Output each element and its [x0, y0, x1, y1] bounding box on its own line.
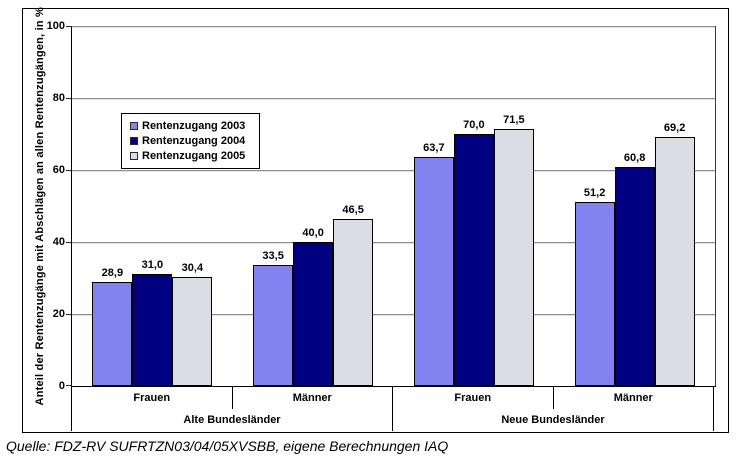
region-tier: Alte Bundesländer Neue Bundesländer	[71, 409, 714, 431]
gridline-20	[72, 314, 715, 315]
subcategory-label: Männer	[233, 387, 393, 409]
gridline-80	[72, 98, 715, 99]
bar-value-label: 31,0	[141, 259, 164, 272]
y-tick-mark	[66, 26, 72, 27]
bar: 31,0	[132, 259, 173, 386]
bar-value-label: 63,7	[423, 141, 445, 154]
gridline-100	[72, 26, 715, 27]
bar: 33,5	[253, 250, 294, 386]
bar: 71,5	[493, 114, 534, 386]
bar: 60,8	[614, 152, 655, 386]
bar-value-label: 60,8	[623, 152, 646, 165]
legend-marker	[130, 152, 138, 160]
gridline-40	[72, 242, 715, 243]
legend-label: Rentenzugang 2005	[142, 150, 246, 162]
bar-group-4: 51,2 60,8 69,2	[554, 26, 715, 386]
bar: 46,5	[333, 204, 374, 386]
bar-value-label: 69,2	[663, 121, 686, 134]
legend-item: Rentenzugang 2004	[130, 135, 245, 147]
subcategory-label: Frauen	[393, 387, 554, 409]
bar-value-label: 46,5	[342, 203, 364, 216]
plot-area: 28,9 31,0 30,4 33,5 40,0 46,5 63,7 70,0 71,5 51,2…	[66, 26, 716, 387]
legend-label: Rentenzugang 2004	[142, 135, 246, 147]
bar-group-3: 63,7 70,0 71,5	[394, 26, 555, 386]
bar-value-label: 71,5	[503, 113, 525, 126]
bar: 30,4	[172, 262, 213, 386]
bar-group-1: 28,9 31,0 30,4	[72, 26, 233, 386]
legend-label: Rentenzugang 2003	[142, 120, 246, 132]
y-tick-label: 80	[52, 92, 65, 104]
legend-marker	[130, 137, 138, 145]
legend-item: Rentenzugang 2005	[130, 150, 245, 162]
bar-value-label: 40,0	[302, 227, 324, 239]
bar-value-label: 51,2	[583, 186, 606, 199]
bar: 28,9	[92, 267, 133, 386]
y-tick-label: 20	[52, 308, 65, 320]
bar-value-label: 28,9	[101, 266, 124, 279]
legend-item: Rentenzugang 2003	[130, 120, 245, 132]
source-note: Quelle: FDZ-RV SUFRTZN03/04/05XVSBB, eig…	[6, 438, 449, 454]
gridline-60	[72, 170, 715, 171]
subcategory-label: Männer	[554, 387, 714, 409]
subcategory-label: Frauen	[71, 387, 233, 409]
bar: 40,0	[293, 227, 334, 386]
y-tick-mark	[66, 98, 72, 99]
legend-marker	[130, 122, 138, 130]
bar-value-label: 70,0	[463, 119, 485, 131]
bar-group-2: 33,5 40,0 46,5	[233, 26, 394, 386]
bars-row: 28,9 31,0 30,4 33,5 40,0 46,5 63,7 70,0 71,5 51,2…	[72, 26, 715, 386]
subcategory-tier: Frauen Männer Frauen Männer	[71, 387, 714, 409]
y-tick-mark	[66, 314, 72, 315]
bar: 69,2	[654, 122, 695, 386]
region-label: Alte Bundesländer	[71, 409, 393, 431]
y-tick-mark	[66, 242, 72, 243]
y-tick-label: 100	[46, 20, 65, 32]
bar-value-label: 30,4	[181, 261, 204, 274]
y-tick-label: 40	[52, 236, 65, 248]
y-tick-mark	[66, 170, 72, 171]
y-tick-labels: 0 20 40 60 80 100	[23, 20, 65, 392]
y-tick-label: 0	[58, 380, 65, 392]
bar: 70,0	[453, 119, 494, 386]
bar: 63,7	[413, 142, 454, 386]
legend: Rentenzugang 2003 Rentenzugang 2004 Renten…	[121, 113, 261, 169]
category-axis: Frauen Männer Frauen Männer Alte Bundesländ…	[71, 387, 714, 431]
bar-value-label: 33,5	[262, 250, 284, 263]
region-label: Neue Bundesländer	[393, 409, 714, 431]
y-tick-mark	[66, 385, 72, 386]
bar: 51,2	[574, 187, 615, 386]
chart-frame: Anteil der Rentenzugänge mit Abschlägen …	[22, 7, 729, 433]
y-tick-label: 60	[52, 164, 65, 176]
